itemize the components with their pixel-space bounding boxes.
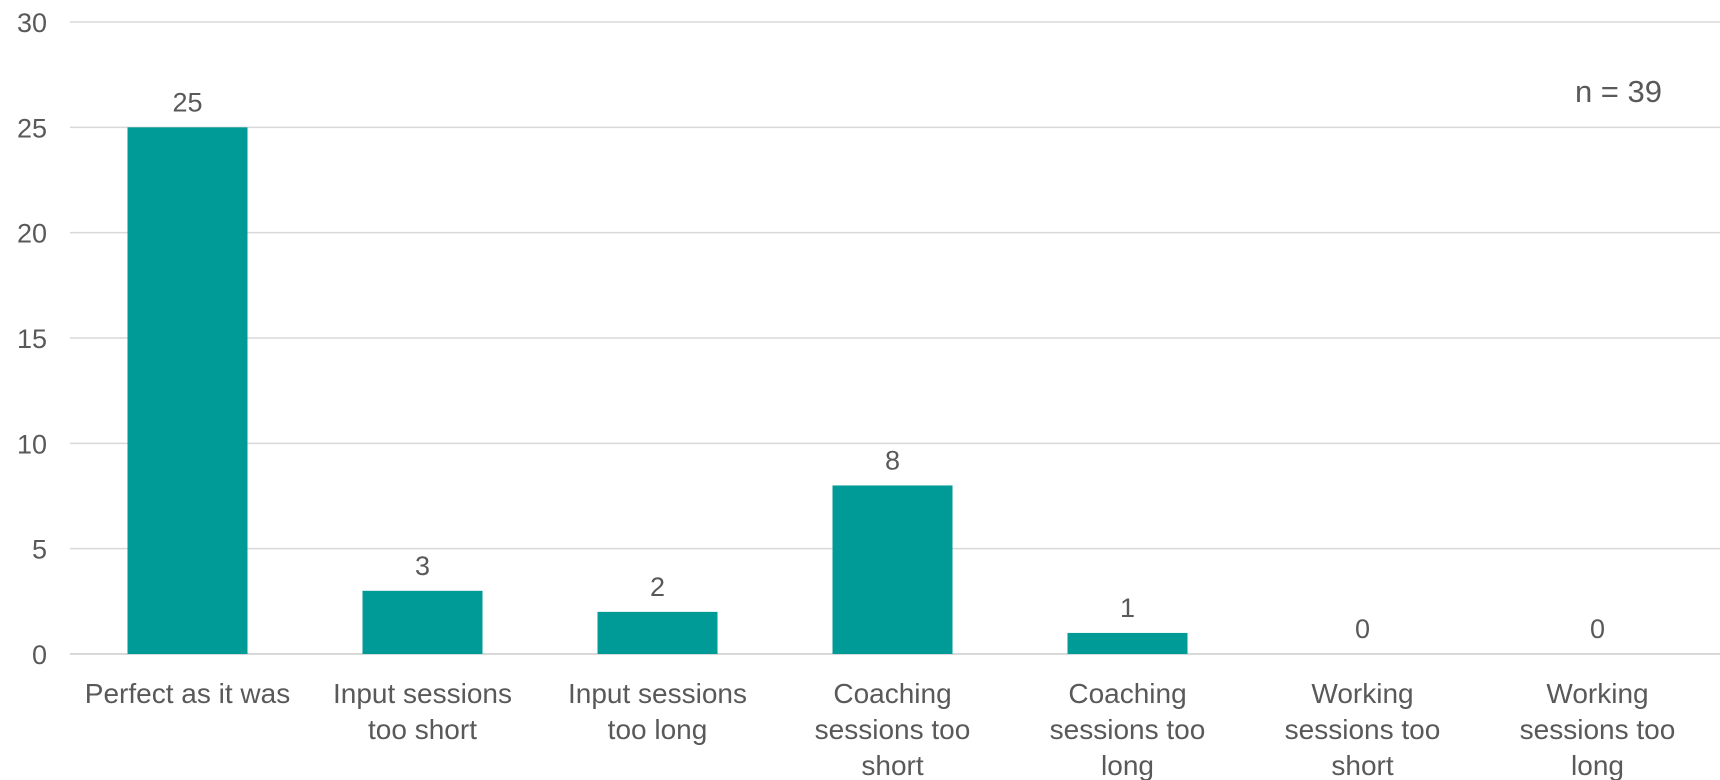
data-label: 25	[172, 87, 202, 117]
y-tick-label: 15	[17, 324, 47, 354]
category-label-line: Working	[1546, 678, 1648, 709]
y-tick-label: 10	[17, 429, 47, 459]
category-label: Coaching sessions too short	[815, 678, 971, 780]
data-labels: 25 3 2 8 1 0 0	[172, 87, 1605, 644]
category-label-line: Coaching	[833, 678, 951, 709]
category-label-line: too short	[368, 714, 477, 745]
x-axis-category-labels: Perfect as it was Input sessions too short…	[85, 678, 1676, 780]
category-label-line: sessions too	[1050, 714, 1206, 745]
data-label: 0	[1355, 614, 1370, 644]
category-label-line: long	[1101, 750, 1154, 780]
bar-1	[127, 127, 248, 655]
sample-size-annotation: n = 39	[1575, 74, 1662, 109]
data-label: 0	[1590, 614, 1605, 644]
y-tick-label: 20	[17, 219, 47, 249]
category-label-line: Coaching	[1068, 678, 1186, 709]
category-label: Working sessions too short	[1285, 678, 1441, 780]
category-label: Working sessions too long	[1520, 678, 1676, 780]
y-tick-label: 0	[32, 640, 47, 670]
bar-5	[1067, 632, 1188, 654]
gridlines	[70, 21, 1720, 655]
data-label: 1	[1120, 593, 1135, 623]
bar-4	[832, 485, 953, 654]
data-label: 8	[885, 445, 900, 475]
category-label-line: too long	[608, 714, 708, 745]
category-label-line: sessions too	[1520, 714, 1676, 745]
category-label-line: sessions too	[1285, 714, 1441, 745]
category-label-line: Input sessions	[333, 678, 512, 709]
y-tick-label: 30	[17, 8, 47, 38]
category-label-line: Perfect as it was	[85, 678, 290, 709]
category-label-line: sessions too	[815, 714, 971, 745]
bar-3	[597, 611, 718, 654]
category-label-line: Input sessions	[568, 678, 747, 709]
data-label: 2	[650, 572, 665, 602]
category-label: Perfect as it was	[85, 678, 290, 709]
category-label-line: short	[861, 750, 923, 780]
data-label: 3	[415, 551, 430, 581]
bars	[127, 127, 1188, 655]
category-label-line: Working	[1311, 678, 1413, 709]
y-tick-label: 5	[32, 535, 47, 565]
category-label-line: short	[1331, 750, 1393, 780]
bar-2	[362, 590, 483, 654]
category-label-line: long	[1571, 750, 1624, 780]
y-tick-label: 25	[17, 113, 47, 143]
y-axis-tick-labels: 0 5 10 15 20 25 30	[17, 8, 47, 670]
category-label: Input sessions too long	[568, 678, 747, 745]
category-label: Coaching sessions too long	[1050, 678, 1206, 780]
category-label: Input sessions too short	[333, 678, 512, 745]
